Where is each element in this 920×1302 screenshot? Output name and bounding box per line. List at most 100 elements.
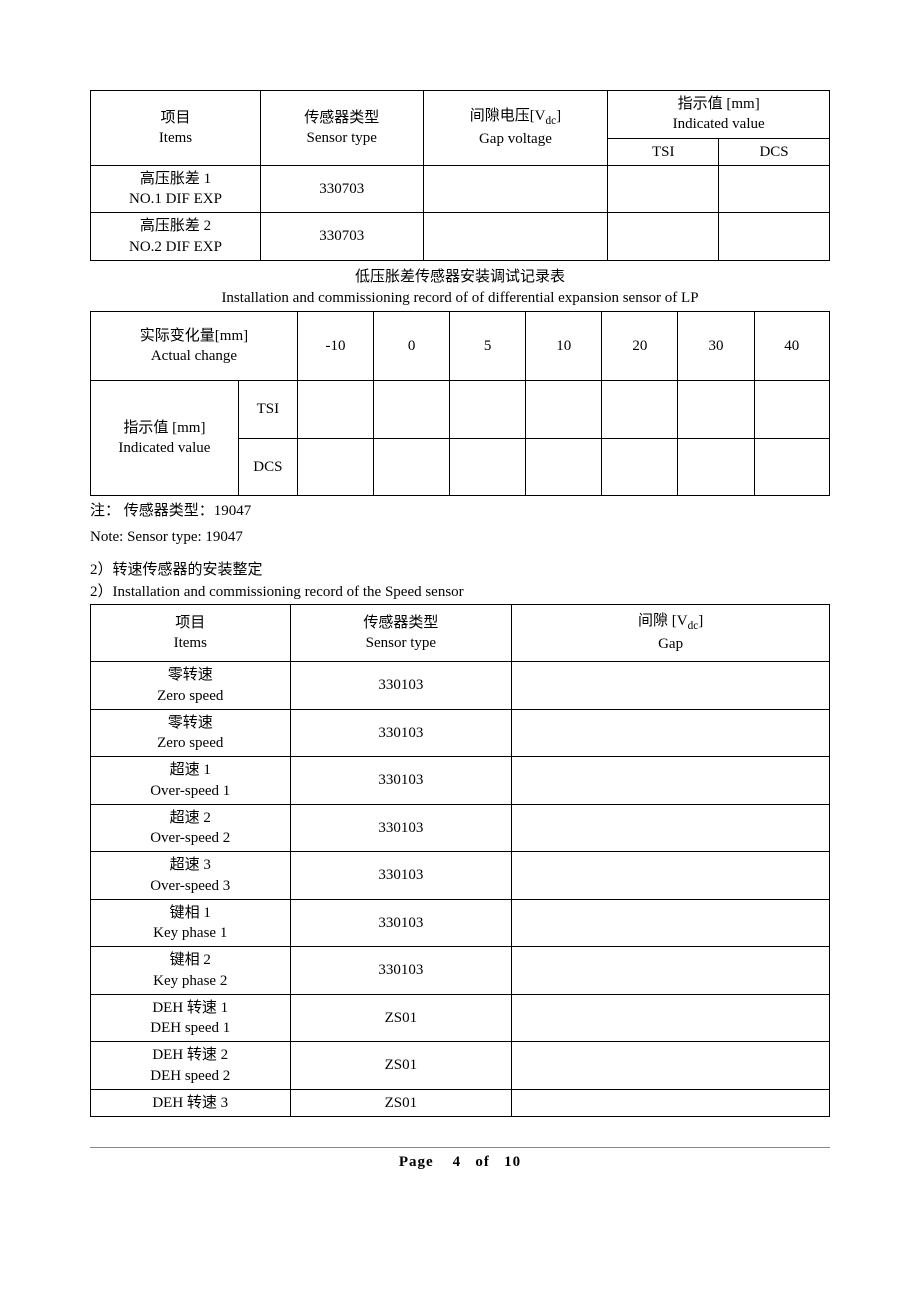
col-gap: 间隙电压[Vdc] Gap voltage [423, 91, 608, 166]
cell-tsi [608, 213, 719, 261]
lp-section-title: 低压胀差传感器安装调试记录表 Installation and commissi… [90, 267, 830, 309]
col-val: 40 [754, 311, 829, 381]
cell-sensor: 330103 [290, 947, 512, 995]
actual-zh: 实际变化量[mm] [140, 328, 248, 344]
col-items-en: Items [159, 130, 192, 146]
page-current: 4 [453, 1154, 462, 1170]
lp-title-en: Installation and commissioning record of… [221, 290, 698, 306]
col-items: 项目 Items [91, 604, 291, 662]
table-row: 指示值 [mm] Indicated value TSI [91, 381, 830, 438]
cell-sensor: ZS01 [290, 1042, 512, 1090]
cell-sensor: ZS01 [290, 994, 512, 1042]
table-row: 键相 1Key phase 1330103 [91, 899, 830, 947]
table-header-row: 项目 Items 传感器类型 Sensor type 间隙 [Vdc] Gap [91, 604, 830, 662]
cell-gap [512, 662, 830, 710]
footer-rule [90, 1147, 830, 1148]
cell [754, 381, 829, 438]
col-sensor: 传感器类型 Sensor type [260, 91, 423, 166]
table-row: DEH 转速 3ZS01 [91, 1089, 830, 1116]
cell-gap [423, 165, 608, 213]
col-sensor-zh: 传感器类型 [363, 615, 438, 631]
cell-sensor: 330103 [290, 757, 512, 805]
cell-item: 超速 1Over-speed 1 [91, 757, 291, 805]
cell-item: 零转速Zero speed [91, 662, 291, 710]
cell [602, 381, 678, 438]
table-row: 高压胀差 1NO.1 DIF EXP330703 [91, 165, 830, 213]
col-sensor-en: Sensor type [307, 130, 377, 146]
col-val: 30 [678, 311, 754, 381]
col-val: 0 [374, 311, 450, 381]
cell-item: 高压胀差 1NO.1 DIF EXP [91, 165, 261, 213]
cell [297, 381, 373, 438]
col-sensor: 传感器类型 Sensor type [290, 604, 512, 662]
note-zh: 注： 传感器类型：19047 [90, 500, 830, 523]
cell-sensor: 330103 [290, 709, 512, 757]
cell-tsi [608, 165, 719, 213]
actual-en: Actual change [151, 348, 237, 364]
cell-sensor: 330103 [290, 899, 512, 947]
cell-sensor: ZS01 [290, 1089, 512, 1116]
cell-item: 超速 3Over-speed 3 [91, 852, 291, 900]
col-tsi: TSI [608, 138, 719, 165]
cell-item: 高压胀差 2NO.2 DIF EXP [91, 213, 261, 261]
cell [526, 381, 602, 438]
table-row: 零转速Zero speed330103 [91, 709, 830, 757]
cell [678, 381, 754, 438]
cell-dcs [719, 165, 830, 213]
cell-gap [512, 804, 830, 852]
col-gap: 间隙 [Vdc] Gap [512, 604, 830, 662]
col-val: -10 [297, 311, 373, 381]
cell-item: 零转速Zero speed [91, 709, 291, 757]
cell [450, 438, 526, 495]
col-indicated-en: Indicated value [673, 116, 765, 132]
speed-sensor-table: 项目 Items 传感器类型 Sensor type 间隙 [Vdc] Gap … [90, 604, 830, 1117]
note-en: Note: Sensor type: 19047 [90, 526, 830, 549]
col-gap-en: Gap voltage [479, 131, 552, 147]
table-row: 超速 1Over-speed 1330103 [91, 757, 830, 805]
cell [450, 381, 526, 438]
page-total: 10 [504, 1154, 521, 1170]
speed-heading-en: 2）Installation and commissioning record … [90, 581, 830, 604]
cell-item: DEH 转速 1DEH speed 1 [91, 994, 291, 1042]
cell-sensor: 330103 [290, 662, 512, 710]
cell-gap [512, 1089, 830, 1116]
cell-gap [423, 213, 608, 261]
cell-sensor: 330103 [290, 804, 512, 852]
table-row: DEH 转速 2DEH speed 2ZS01 [91, 1042, 830, 1090]
cell-gap [512, 899, 830, 947]
page-number: Page 4 of 10 [90, 1154, 830, 1171]
col-items-en: Items [174, 635, 207, 651]
cell-item: 超速 2Over-speed 2 [91, 804, 291, 852]
col-items-zh: 项目 [175, 615, 205, 631]
cell-item: DEH 转速 2DEH speed 2 [91, 1042, 291, 1090]
col-indicated-zh: 指示值 [mm] [678, 96, 760, 112]
cell-gap [512, 757, 830, 805]
row-dcs-label: DCS [238, 438, 297, 495]
lp-indicated-table: 实际变化量[mm] Actual change -10 0 5 10 20 30… [90, 311, 830, 496]
cell-item: 键相 2Key phase 2 [91, 947, 291, 995]
table-row: 零转速Zero speed330103 [91, 662, 830, 710]
table-row: 键相 2Key phase 2330103 [91, 947, 830, 995]
cell-gap [512, 994, 830, 1042]
speed-heading-zh: 2）转速传感器的安装整定 [90, 559, 830, 582]
table-row: 超速 3Over-speed 3330103 [91, 852, 830, 900]
col-sensor-zh: 传感器类型 [304, 110, 379, 126]
cell-item: 键相 1Key phase 1 [91, 899, 291, 947]
page-label: Page [399, 1154, 434, 1170]
col-indicated: 指示值 [mm] Indicated value [608, 91, 830, 139]
cell-gap [512, 1042, 830, 1090]
hp-diff-exp-table: 项目 Items 传感器类型 Sensor type 间隙电压[Vdc] Gap… [90, 90, 830, 261]
cell-dcs [719, 213, 830, 261]
indicated-zh: 指示值 [mm] [123, 420, 205, 436]
col-val: 5 [450, 311, 526, 381]
table-header-row: 项目 Items 传感器类型 Sensor type 间隙电压[Vdc] Gap… [91, 91, 830, 139]
table-row: 超速 2Over-speed 2330103 [91, 804, 830, 852]
col-val: 20 [602, 311, 678, 381]
cell [602, 438, 678, 495]
table-header-row: 实际变化量[mm] Actual change -10 0 5 10 20 30… [91, 311, 830, 381]
cell [297, 438, 373, 495]
col-gap-zh: 间隙 [Vdc] [638, 613, 703, 629]
col-gap-en: Gap [658, 636, 683, 652]
col-val: 10 [526, 311, 602, 381]
cell [374, 438, 450, 495]
